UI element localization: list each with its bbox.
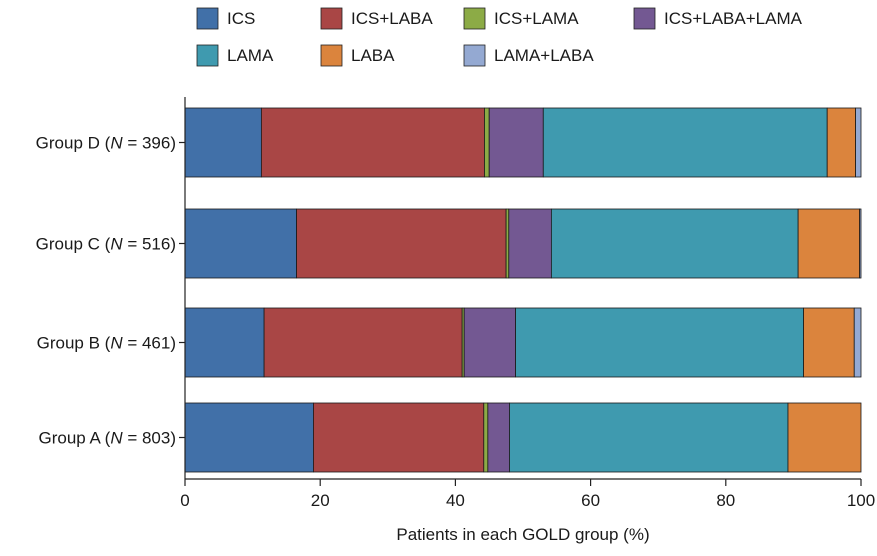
legend-label-ics-laba-lama: ICS+LABA+LAMA xyxy=(664,9,803,28)
bar-segment-group-c-ics-lama xyxy=(505,208,510,279)
legend-swatch-ics-laba-lama xyxy=(633,7,656,30)
bar-segment-group-c-laba xyxy=(797,208,861,279)
bar-segment-group-c-ics-laba-lama xyxy=(508,208,552,279)
bars-area xyxy=(184,107,862,473)
bar-segment-group-a-laba xyxy=(787,402,862,473)
bar-segment-group-b-laba xyxy=(803,307,855,378)
legend-label-lama-laba: LAMA+LABA xyxy=(494,46,594,65)
legend-label-ics-laba: ICS+LABA xyxy=(351,9,433,28)
x-tick-label-100: 100 xyxy=(847,491,875,510)
legend-label-ics: ICS xyxy=(227,9,255,28)
y-axis: Group D (N = 396) Group C (N = 516) Group … xyxy=(36,97,186,479)
x-tick-label-0: 0 xyxy=(180,491,189,510)
legend-swatch-lama-laba xyxy=(463,44,486,67)
bar-segment-group-a-ics-laba xyxy=(313,402,485,473)
bar-segment-group-d-laba xyxy=(826,107,856,178)
x-axis: 0 20 40 60 80 100 xyxy=(180,478,875,510)
bar-segment-group-c-lama xyxy=(550,208,799,279)
category-label-group-d: Group D (N = 396) xyxy=(36,134,176,153)
x-axis-label: Patients in each GOLD group (%) xyxy=(396,525,649,544)
legend-swatch-ics-lama xyxy=(463,7,486,30)
bar-segment-group-a-ics-laba-lama xyxy=(487,402,510,473)
bar-segment-group-b-lama xyxy=(515,307,804,378)
legend-swatch-lama xyxy=(196,44,219,67)
legend-swatch-ics xyxy=(196,7,219,30)
bar-segment-group-c-lama-laba xyxy=(859,208,862,279)
category-label-group-b: Group B (N = 461) xyxy=(37,334,176,353)
bar-segment-group-d-ics xyxy=(184,107,262,178)
legend-label-laba: LABA xyxy=(351,46,395,65)
x-tick-label-40: 40 xyxy=(446,491,465,510)
bar-segment-group-a-ics xyxy=(184,402,314,473)
bar-segment-group-d-lama-laba xyxy=(855,107,862,178)
bar-segment-group-b-ics xyxy=(184,307,265,378)
bar-segment-group-d-lama xyxy=(542,107,828,178)
legend-label-ics-lama: ICS+LAMA xyxy=(494,9,579,28)
bar-segment-group-c-ics xyxy=(184,208,297,279)
legend: ICS ICS+LABA ICS+LAMA ICS+LABA+LAMA LAMA LABA… xyxy=(196,7,803,67)
x-tick-label-60: 60 xyxy=(581,491,600,510)
category-label-group-a: Group A (N = 803) xyxy=(38,429,176,448)
bar-segment-group-c-ics-laba xyxy=(296,208,507,279)
bar-segment-group-d-ics-laba-lama xyxy=(488,107,544,178)
category-label-group-c: Group C (N = 516) xyxy=(36,235,176,254)
x-tick-label-20: 20 xyxy=(311,491,330,510)
legend-label-lama: LAMA xyxy=(227,46,274,65)
bar-segment-group-d-ics-lama xyxy=(484,107,490,178)
bar-segment-group-b-ics-laba xyxy=(263,307,463,378)
bar-segment-group-d-ics-laba xyxy=(260,107,485,178)
bar-segment-group-a-lama xyxy=(509,402,789,473)
x-tick-label-80: 80 xyxy=(716,491,735,510)
legend-swatch-ics-laba xyxy=(320,7,343,30)
bar-segment-group-b-lama-laba xyxy=(853,307,862,378)
legend-swatch-laba xyxy=(320,44,343,67)
bar-segment-group-a-ics-lama xyxy=(483,402,489,473)
bar-segment-group-b-ics-laba-lama xyxy=(463,307,516,378)
